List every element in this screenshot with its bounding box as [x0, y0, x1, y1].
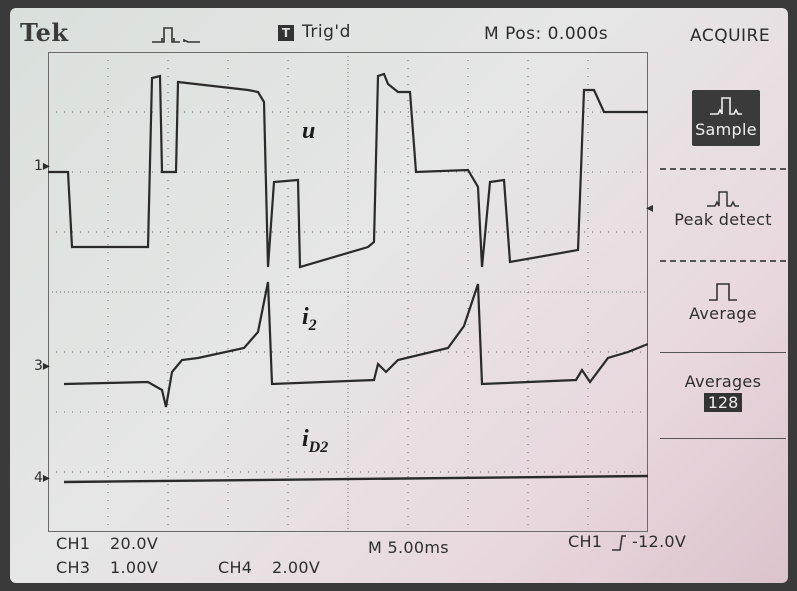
ch3-scale: 1.00V: [110, 558, 159, 577]
trigger-icon: T: [278, 25, 294, 41]
graticule-border: [48, 52, 648, 532]
ch4-scale: 2.00V: [272, 558, 321, 577]
peak-detect-icon: [707, 191, 739, 207]
trace-iD2: [63, 474, 648, 484]
sample-selected-box: Sample: [692, 90, 760, 146]
menu-divider: [660, 168, 786, 170]
trace-label-iD2: iD2: [302, 426, 329, 456]
acquire-menu: Sample Peak detect Average Averages 128: [660, 54, 786, 524]
ch3-marker: 3▸: [34, 358, 50, 374]
ch3-label: CH3: [56, 558, 91, 577]
ch1-marker: 1▸: [34, 158, 50, 174]
menu-item-averages[interactable]: Averages 128: [660, 372, 786, 442]
settings-bar: CH1 20.0V CH3 1.00V CH4 2.00V M 5.00ms C…: [10, 528, 788, 583]
trace-label-u: u: [302, 118, 316, 144]
menu-label-average: Average: [689, 304, 757, 323]
menu-item-average[interactable]: Average: [660, 276, 786, 356]
menu-label-sample: Sample: [695, 120, 757, 139]
oscilloscope-screen: Tek T Trig'd M Pos: 0.000s ACQUIRE 1▸ 3▸…: [10, 8, 788, 583]
menu-label-peak-detect: Peak detect: [674, 210, 772, 229]
horizontal-position: M Pos: 0.000s: [484, 24, 609, 44]
ch4-label: CH4: [218, 558, 253, 577]
menu-divider: [660, 438, 786, 439]
averages-value: 128: [703, 393, 743, 412]
waveform-display: [48, 52, 648, 532]
average-pulse-icon: [709, 283, 737, 301]
rising-edge-icon: [612, 535, 626, 551]
ch1-scale: 20.0V: [110, 534, 159, 553]
trace-u: [48, 72, 648, 269]
trigger-level: -12.0V: [632, 532, 687, 551]
ch1-label: CH1: [56, 534, 91, 553]
brand-logo: Tek: [20, 18, 69, 47]
menu-title: ACQUIRE: [690, 26, 771, 46]
trigger-status: Trig'd: [302, 22, 351, 42]
trace-i2: [63, 281, 648, 408]
graticule: [48, 52, 648, 532]
sample-waveform-icon: [710, 97, 742, 115]
status-bar: Tek T Trig'd M Pos: 0.000s ACQUIRE: [10, 8, 788, 54]
trigger-level-arrow-icon: ◂: [646, 200, 654, 216]
menu-divider: [660, 260, 786, 262]
acquisition-pulse-icon: [152, 27, 200, 43]
trace-label-i2: i2: [302, 304, 317, 334]
menu-item-sample[interactable]: Sample: [660, 54, 786, 166]
menu-label-averages: Averages: [684, 372, 762, 391]
menu-item-peak-detect[interactable]: Peak detect: [660, 184, 786, 264]
ch4-marker: 4▸: [34, 470, 50, 486]
timebase: M 5.00ms: [368, 538, 449, 557]
trigger-source: CH1: [568, 532, 603, 551]
menu-divider: [660, 352, 786, 353]
